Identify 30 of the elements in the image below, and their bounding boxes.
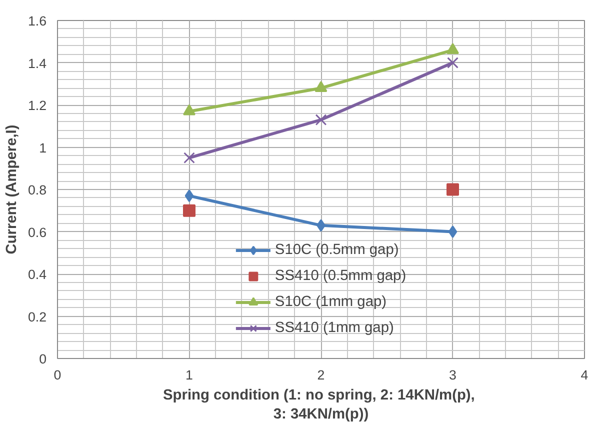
x-tick-label: 4 <box>580 368 589 382</box>
x-axis-title: Spring condition (1: no spring, 2: 14KN/m(p), 3: 34KN/m(p)) <box>163 388 475 423</box>
y-tick-label: 0 <box>39 352 47 366</box>
point <box>446 42 459 54</box>
legend-label: SS410 (1mm gap) <box>274 320 394 336</box>
point <box>448 226 458 238</box>
point <box>314 81 328 92</box>
y-tick-label: 1.4 <box>28 56 48 71</box>
point <box>446 183 459 196</box>
legend-label: S10C (0.5mm gap) <box>274 242 399 258</box>
legend-label: SS410 (0.5mm gap) <box>274 268 406 284</box>
point <box>183 104 196 116</box>
point <box>183 204 196 217</box>
y-tick-label: 1 <box>39 140 47 156</box>
y-tick-label: 0.6 <box>28 224 47 240</box>
x-tick-label: 0 <box>54 368 62 382</box>
point <box>315 114 327 126</box>
y-tick-label: 1.2 <box>28 98 47 113</box>
x-tick-label: 3 <box>449 368 456 382</box>
y-tick-label: 1.6 <box>28 14 47 28</box>
y-tick-label: 0.2 <box>28 309 47 324</box>
y-axis-title: Current (Ampere,I) <box>4 124 20 254</box>
y-tick-label: 0.4 <box>28 267 48 282</box>
legend-label: S10C (1mm gap) <box>274 294 387 310</box>
x-tick-label: 1 <box>186 368 193 382</box>
point <box>184 190 194 202</box>
x-tick-label: 2 <box>317 368 325 382</box>
point <box>184 152 195 164</box>
point <box>447 57 458 68</box>
y-tick-label: 0.8 <box>28 182 47 198</box>
